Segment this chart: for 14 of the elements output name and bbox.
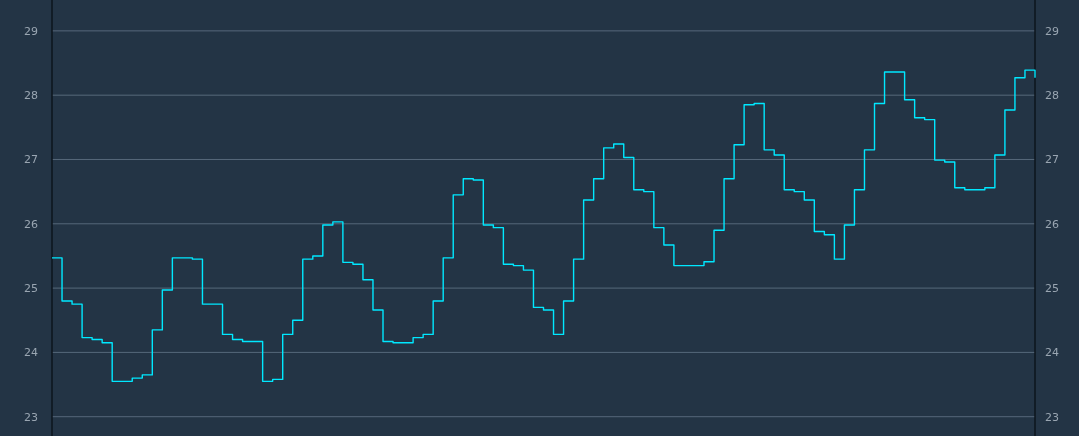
y2-tick-label: 23 [1045, 410, 1059, 424]
y2-tick-label: 25 [1045, 281, 1059, 295]
y2-tick-label: 24 [1045, 346, 1059, 360]
y2-tick-label: 26 [1045, 217, 1059, 231]
y-tick-label: 25 [24, 281, 38, 295]
y-tick-label: 24 [24, 346, 38, 360]
y-tick-label: 27 [24, 153, 38, 167]
y2-tick-label: 27 [1045, 153, 1059, 167]
y-tick-label: 26 [24, 217, 38, 231]
y-tick-label: 28 [24, 89, 38, 103]
y-tick-label: 29 [24, 24, 38, 38]
y2-tick-label: 29 [1045, 24, 1059, 38]
y-tick-label: 23 [24, 410, 38, 424]
y2-tick-label: 28 [1045, 89, 1059, 103]
